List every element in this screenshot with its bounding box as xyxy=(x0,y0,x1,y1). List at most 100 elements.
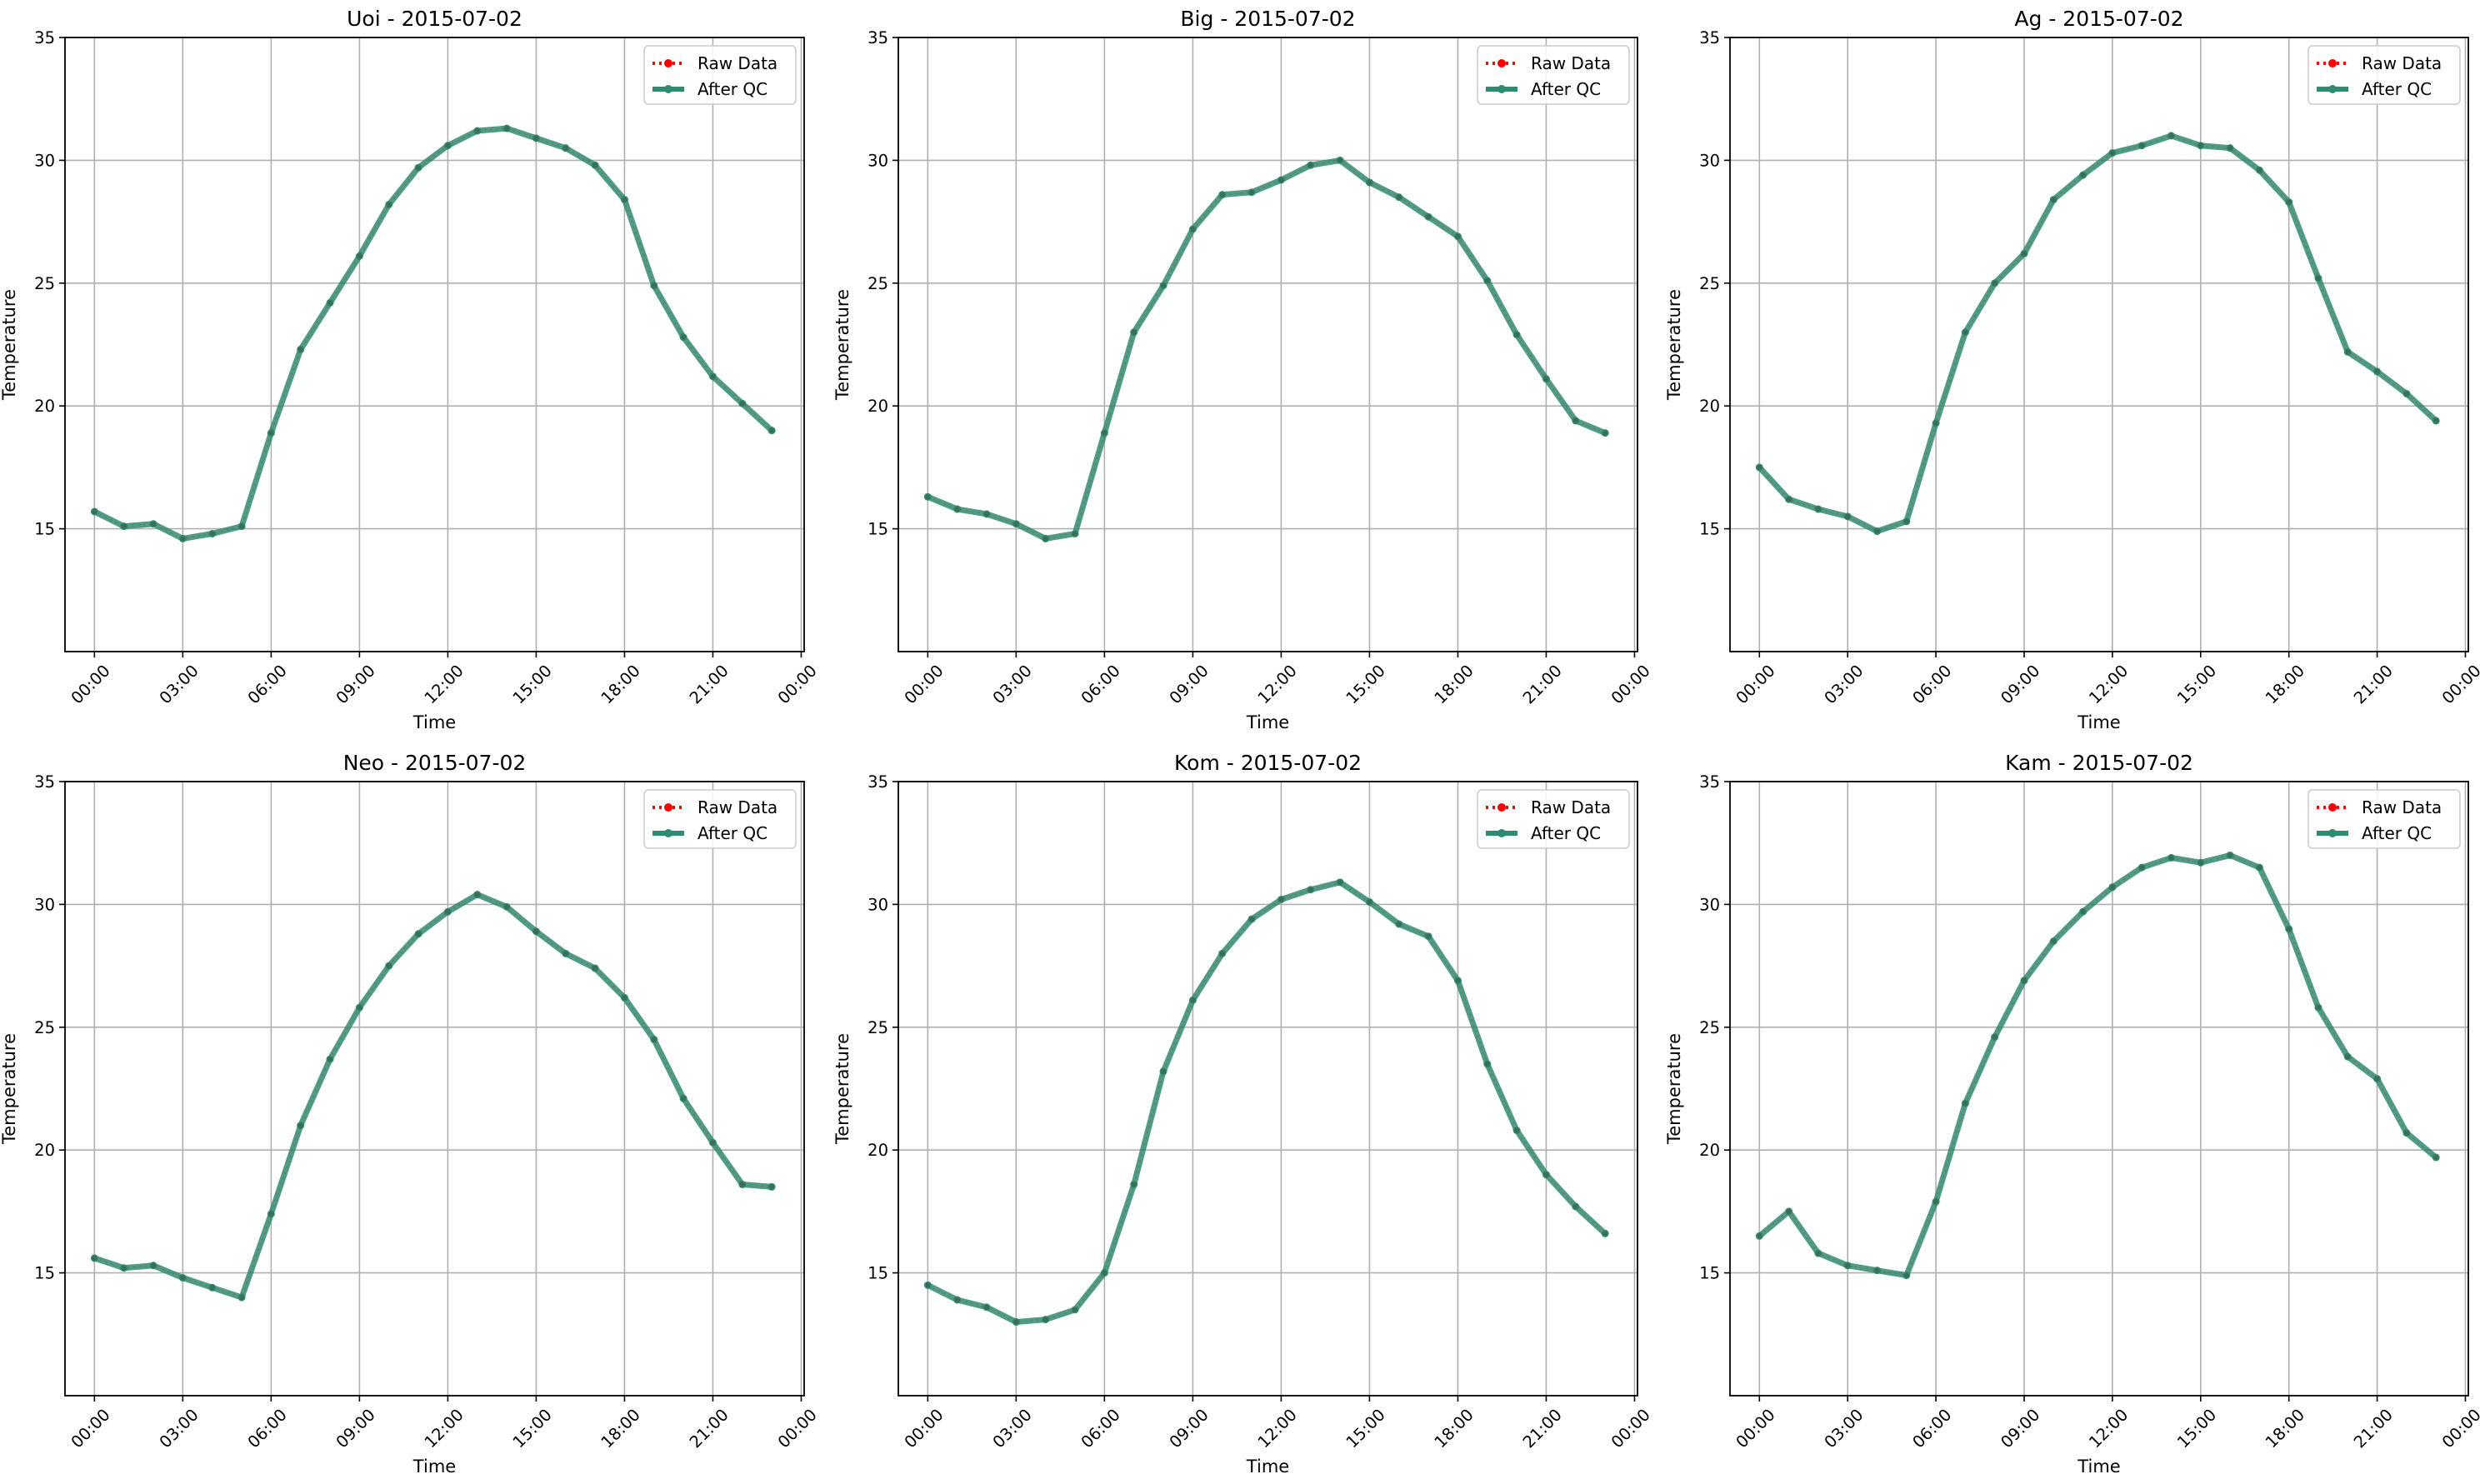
y-tick-label: 30 xyxy=(34,895,55,914)
data-point-raw-data xyxy=(1572,1204,1578,1210)
data-point-raw-data xyxy=(1903,518,1909,524)
x-tick-label: 09:00 xyxy=(1997,1405,2043,1452)
x-tick-label: 21:00 xyxy=(2350,661,2397,707)
legend-label-raw-data: Raw Data xyxy=(2362,797,2442,817)
data-point-raw-data xyxy=(739,401,745,407)
data-point-raw-data xyxy=(2228,145,2233,151)
data-point-raw-data xyxy=(651,282,657,288)
legend-marker-after-qc xyxy=(2328,85,2337,93)
data-point-raw-data xyxy=(954,507,960,512)
data-point-raw-data xyxy=(2403,391,2409,397)
legend-marker-raw-data xyxy=(1498,59,1506,67)
axes-frame xyxy=(1729,37,2469,652)
x-tick-label: 21:00 xyxy=(2350,1405,2397,1452)
data-point-raw-data xyxy=(2286,199,2292,205)
x-axis-label: Time xyxy=(1246,1457,1289,1477)
x-tick-label: 18:00 xyxy=(2262,661,2308,707)
data-point-raw-data xyxy=(268,1211,274,1217)
subplot: 15 20 25 30 35 00:00 03:00 06:00 09:00 12:00 15:00… xyxy=(0,7,821,732)
y-tick-label: 20 xyxy=(1699,397,1720,416)
data-point-raw-data xyxy=(592,966,598,972)
data-point-raw-data xyxy=(445,909,451,915)
data-point-raw-data xyxy=(474,892,480,897)
data-point-raw-data xyxy=(1042,536,1048,542)
x-tick-label: 09:00 xyxy=(332,1405,379,1452)
data-point-raw-data xyxy=(1933,420,1939,426)
data-point-raw-data xyxy=(2198,860,2203,866)
data-point-raw-data xyxy=(1072,1307,1078,1312)
data-point-raw-data xyxy=(239,1295,245,1301)
x-tick-label: 03:00 xyxy=(1821,661,1868,707)
data-point-raw-data xyxy=(1042,1317,1048,1322)
y-tick-label: 25 xyxy=(34,274,55,293)
y-tick-label: 30 xyxy=(868,895,888,914)
data-point-raw-data xyxy=(1992,1034,1998,1040)
legend: Raw Data After QC xyxy=(643,789,797,849)
data-point-raw-data xyxy=(1484,277,1490,283)
y-tick-label: 35 xyxy=(34,28,55,47)
data-point-raw-data xyxy=(1338,879,1343,885)
x-tick-label: 00:00 xyxy=(68,661,114,707)
data-point-raw-data xyxy=(2109,150,2115,156)
data-point-raw-data xyxy=(2051,938,2057,944)
data-point-raw-data xyxy=(1219,192,1225,197)
legend-label-after-qc: After QC xyxy=(1531,79,1601,99)
data-point-raw-data xyxy=(769,427,775,433)
data-point-raw-data xyxy=(2051,197,2057,202)
x-tick-label: 15:00 xyxy=(2173,1405,2220,1452)
x-tick-label: 18:00 xyxy=(598,1405,644,1452)
data-point-raw-data xyxy=(92,1255,98,1261)
y-tick-label: 20 xyxy=(868,1141,888,1160)
data-point-raw-data xyxy=(1757,1233,1762,1239)
data-point-raw-data xyxy=(1962,329,1968,335)
y-tick-label: 35 xyxy=(34,772,55,792)
data-point-raw-data xyxy=(954,1297,960,1303)
data-point-raw-data xyxy=(739,1182,745,1187)
data-point-raw-data xyxy=(1514,1127,1520,1133)
data-point-raw-data xyxy=(925,1282,931,1288)
axes-frame xyxy=(898,781,1638,1397)
legend-marker-after-qc xyxy=(664,829,672,837)
data-point-raw-data xyxy=(151,1262,157,1268)
series-line-after-qc xyxy=(92,125,774,542)
data-point-raw-data xyxy=(1190,226,1196,232)
data-point-raw-data xyxy=(1219,951,1225,957)
axes-frame xyxy=(64,37,805,652)
data-point-raw-data xyxy=(2139,865,2145,871)
y-tick-label: 20 xyxy=(1699,1141,1720,1160)
legend-label-raw-data: Raw Data xyxy=(698,53,778,73)
subplot-title: Kam - 2015-07-02 xyxy=(2005,751,2193,775)
legend: Raw Data After QC xyxy=(1477,789,1630,849)
data-point-raw-data xyxy=(1962,1101,1968,1107)
x-tick-label: 03:00 xyxy=(156,661,202,707)
y-tick-label: 35 xyxy=(1699,28,1720,47)
data-point-raw-data xyxy=(1992,280,1998,286)
x-tick-label: 21:00 xyxy=(1519,661,1566,707)
x-tick-label: 00:00 xyxy=(1732,1405,1779,1452)
x-tick-label: 12:00 xyxy=(2085,661,2132,707)
data-point-raw-data xyxy=(1161,1068,1167,1074)
x-tick-label: 06:00 xyxy=(244,1405,291,1452)
data-point-raw-data xyxy=(1903,1272,1909,1278)
data-point-raw-data xyxy=(1455,977,1461,983)
series-line-raw-data xyxy=(94,893,772,1299)
data-point-raw-data xyxy=(1786,497,1792,502)
data-point-raw-data xyxy=(357,1005,362,1011)
legend-label-after-qc: After QC xyxy=(698,79,768,99)
series-line-raw-data xyxy=(927,881,1606,1323)
data-point-raw-data xyxy=(681,334,687,340)
x-tick-label: 00:00 xyxy=(901,1405,948,1452)
data-point-raw-data xyxy=(328,300,333,306)
data-point-raw-data xyxy=(562,145,568,151)
y-tick-label: 25 xyxy=(868,1018,888,1037)
data-point-raw-data xyxy=(2403,1130,2409,1136)
axes-frame xyxy=(64,781,805,1397)
legend-marker-raw-data xyxy=(2328,803,2337,812)
subplot-title: Big - 2015-07-02 xyxy=(1180,7,1355,31)
legend-marker-after-qc xyxy=(664,85,672,93)
data-point-raw-data xyxy=(298,347,303,352)
x-tick-label: 06:00 xyxy=(1078,661,1124,707)
data-point-raw-data xyxy=(1514,332,1520,337)
x-tick-label: 15:00 xyxy=(1342,661,1389,707)
